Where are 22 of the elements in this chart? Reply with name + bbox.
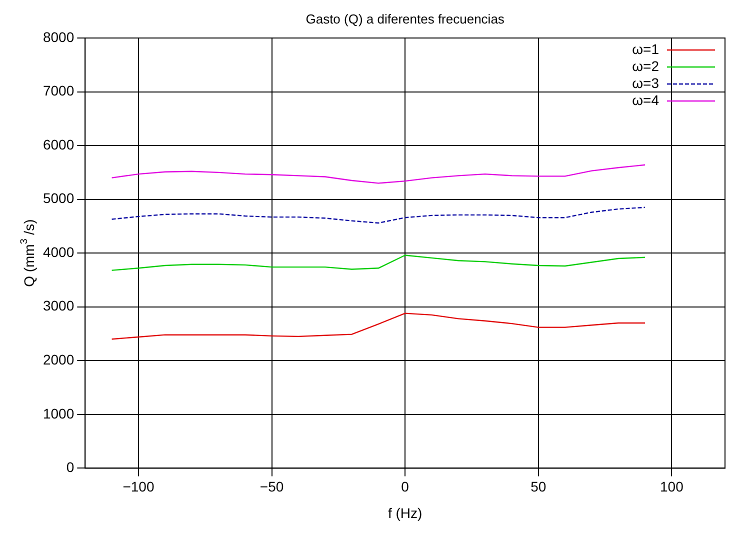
x-tick-label: −100 xyxy=(122,478,154,494)
line-series xyxy=(111,206,646,224)
chart-title: Gasto (Q) a diferentes frecuencias xyxy=(306,12,505,27)
y-axis-title: Q (mm3 /s) xyxy=(19,219,37,287)
legend-label: ω=2 xyxy=(632,58,660,74)
x-axis-title: f (Hz) xyxy=(388,505,422,522)
y-tick-label: 1000 xyxy=(42,405,74,422)
legend-label: ω=1 xyxy=(632,40,660,57)
y-tick-label: 8000 xyxy=(42,28,74,45)
y-tick-label: 5000 xyxy=(42,190,74,206)
y-tick-label: 7000 xyxy=(42,82,74,99)
x-tick-label: −50 xyxy=(260,478,284,494)
x-tick-label: 50 xyxy=(530,478,546,494)
legend-label: ω=4 xyxy=(632,92,660,108)
x-tick-label: 0 xyxy=(401,478,410,494)
y-tick-label: 0 xyxy=(66,459,74,476)
y-tick-label: 4000 xyxy=(42,244,74,260)
y-tick-label: 6000 xyxy=(42,136,74,152)
y-tick-label: 2000 xyxy=(42,352,74,368)
legend-label: ω=3 xyxy=(632,74,660,91)
x-tick-label: 100 xyxy=(660,478,684,494)
y-tick-label: 3000 xyxy=(42,298,74,314)
